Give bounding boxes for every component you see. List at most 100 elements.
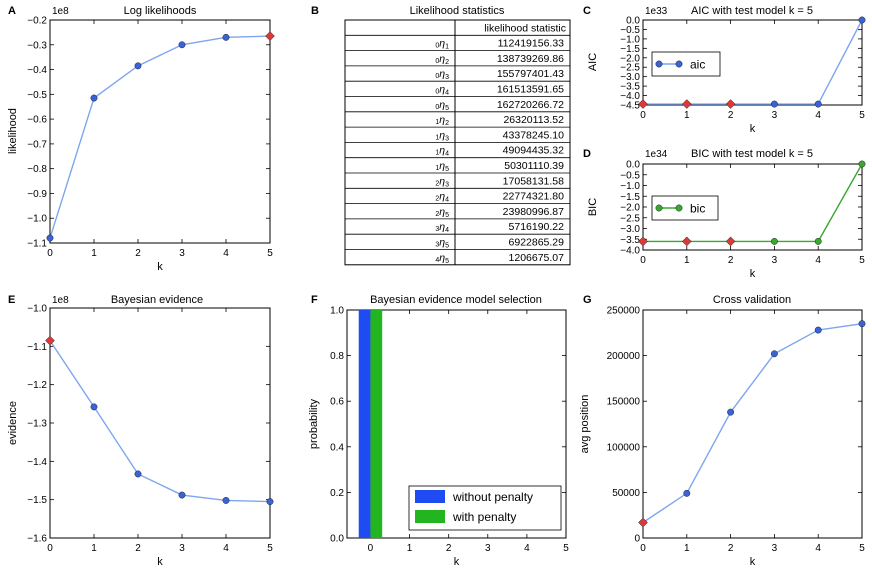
ytick-label-A-9: −0.2 (27, 16, 47, 27)
ytick-label-C-0: −4.5 (620, 101, 640, 112)
table-row-pre-14: 4 (435, 257, 439, 264)
xtick-label-D-3: 3 (772, 255, 778, 266)
data-point-A-0 (46, 234, 54, 242)
table-row-eta-8: η (439, 160, 445, 172)
panel-title-E: Bayesian evidence (111, 294, 203, 306)
bar-F-without-penalty-0 (358, 310, 371, 538)
ytick-label-E-5: −1.1 (27, 342, 47, 353)
xtick-label-F-3: 3 (485, 543, 491, 554)
ytick-label-D-8: 0.0 (626, 160, 640, 171)
ytick-label-G-3: 150000 (607, 397, 641, 408)
table-row-pre-13: 3 (435, 242, 439, 249)
panel-title-F: Bayesian evidence model selection (370, 294, 542, 306)
highlight-point-D-0 (638, 236, 648, 247)
ytick-label-C-5: −2.0 (620, 53, 640, 64)
table-row-pre-1: 0 (435, 58, 439, 65)
table-row-sub-10: 4 (445, 197, 449, 204)
table-row-sub-9: 3 (445, 181, 449, 188)
ylabel-D: BIC (587, 198, 599, 216)
legend-label-F-0: without penalty (452, 490, 533, 504)
series-line-C (643, 19, 863, 105)
axes-frame-G (642, 309, 863, 539)
highlight-point-D-2 (725, 236, 736, 247)
table-row-label-1: 0η2 (435, 53, 449, 66)
ytick-label-A-8: −0.3 (27, 40, 47, 51)
table-row-label-7: 1η4 (435, 145, 449, 158)
data-point-A-1 (90, 94, 98, 102)
xlabel-G: k (750, 556, 756, 568)
table-row-eta-11: η (439, 206, 445, 218)
data-point-A-4 (222, 33, 230, 41)
table-row-eta-5: η (439, 114, 445, 126)
axes-frame-A (49, 19, 271, 244)
bar-F-with-penalty-0 (370, 310, 383, 538)
series-line-E (49, 340, 271, 503)
table-row-pre-7: 1 (435, 150, 439, 157)
ytick-label-E-6: −1.0 (27, 304, 47, 315)
table-row-label-13: 3η5 (435, 237, 449, 250)
table-row-value-6: 43378245.10 (503, 129, 564, 141)
xtick-label-G-1: 1 (684, 543, 690, 554)
xtick-label-F-0: 0 (368, 543, 374, 554)
highlight-point-A-5 (265, 31, 275, 41)
ytick-label-F-4: 0.8 (330, 351, 344, 362)
data-point-G-2 (727, 408, 734, 416)
ytick-label-A-1: −1.0 (27, 214, 47, 225)
panel-title-A: Log likelihoods (124, 5, 197, 17)
panel-title-G: Cross validation (713, 294, 791, 306)
table-row-value-8: 50301110.39 (504, 160, 564, 172)
table-row-value-13: 6922865.29 (509, 237, 565, 249)
table-row-pre-11: 2 (435, 211, 439, 218)
panel-title-C: AIC with test model k = 5 (691, 5, 813, 17)
ytick-label-A-7: −0.4 (27, 65, 47, 76)
data-point-A-2 (134, 62, 142, 70)
table-row-sub-7: 4 (445, 151, 449, 158)
axes-frame-C (642, 19, 863, 106)
data-point-E-5 (266, 498, 274, 505)
table-row-label-12: 3η4 (435, 221, 449, 234)
table-row-value-2: 155797401.43 (497, 68, 564, 80)
table-row-pre-6: 1 (435, 134, 439, 141)
legend-marker-left-C (655, 60, 663, 68)
table-row-eta-12: η (439, 221, 445, 233)
xtick-label-C-0: 0 (640, 110, 646, 121)
table-row-pre-3: 0 (435, 89, 439, 96)
table-row-eta-4: η (439, 99, 445, 111)
table-row-eta-10: η (439, 191, 445, 203)
ytick-label-A-6: −0.5 (27, 90, 47, 101)
ylabel-G: avg position (579, 395, 591, 454)
table-row-label-3: 0η4 (435, 84, 449, 97)
table-row-sub-5: 2 (445, 120, 449, 127)
table-row-label-2: 0η3 (435, 68, 449, 81)
xtick-label-C-3: 3 (772, 110, 778, 121)
legend-swatch-F-0 (415, 490, 445, 503)
table-row-pre-2: 0 (435, 73, 439, 80)
data-point-C-5 (858, 16, 866, 24)
table-row-value-7: 49094435.32 (503, 145, 564, 157)
legend-label-D: bic (690, 202, 705, 216)
table-row-pre-5: 1 (435, 119, 439, 126)
data-point-C-3 (771, 100, 778, 108)
ytick-label-F-0: 0.0 (330, 534, 344, 545)
xtick-label-G-5: 5 (859, 543, 865, 554)
ytick-label-D-2: −3.0 (620, 224, 640, 235)
xtick-label-E-3: 3 (179, 543, 185, 554)
table-row-sub-6: 3 (445, 135, 449, 142)
xtick-label-E-2: 2 (135, 543, 141, 554)
ytick-label-G-5: 250000 (607, 306, 641, 317)
xtick-label-A-5: 5 (267, 248, 273, 259)
xtick-label-D-2: 2 (728, 255, 734, 266)
panel-title-D: BIC with test model k = 5 (691, 148, 813, 160)
table-row-label-14: 4η5 (435, 252, 449, 265)
panel-letter-C: C (583, 5, 591, 17)
data-point-D-3 (771, 237, 778, 245)
xlabel-A: k (157, 261, 163, 273)
xtick-label-F-2: 2 (446, 543, 452, 554)
table-row-label-11: 2η5 (435, 206, 449, 219)
highlight-point-D-1 (682, 236, 692, 247)
table-row-eta-13: η (439, 237, 445, 249)
ytick-label-E-1: −1.5 (27, 495, 47, 506)
xtick-label-D-4: 4 (815, 255, 821, 266)
axes-frame-D (642, 163, 863, 251)
ytick-label-C-2: −3.5 (620, 82, 640, 93)
